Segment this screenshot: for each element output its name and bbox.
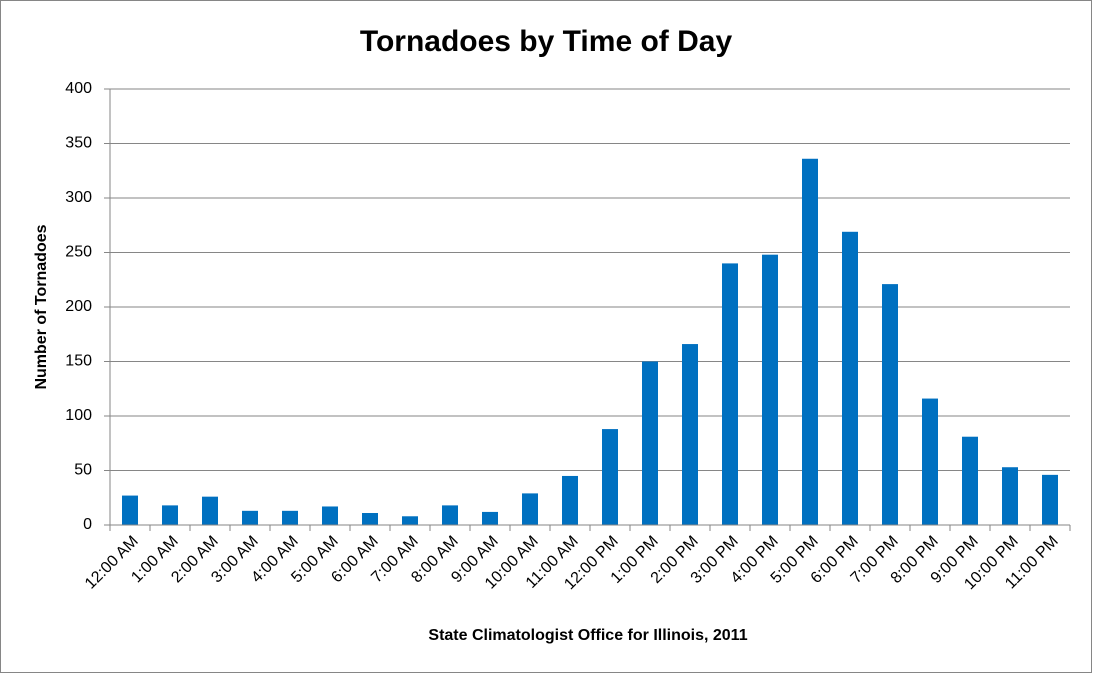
- bar: [282, 510, 298, 525]
- chart-title: Tornadoes by Time of Day: [360, 25, 733, 58]
- y-tick-label: 150: [65, 353, 92, 370]
- bar: [762, 254, 778, 525]
- bar: [1042, 474, 1058, 525]
- y-tick-label: 250: [65, 244, 92, 261]
- bar: [522, 493, 538, 525]
- bar: [962, 436, 978, 525]
- bar: [442, 505, 458, 525]
- y-tick-label: 350: [65, 135, 92, 152]
- y-axis-title: Number of Tornadoes: [33, 224, 50, 389]
- y-tick-label: 400: [65, 80, 92, 97]
- y-tick-label: 200: [65, 298, 92, 315]
- bar: [842, 231, 858, 526]
- bar: [682, 344, 698, 525]
- y-tick-label: 100: [65, 407, 92, 424]
- bar: [242, 510, 258, 525]
- bar: [922, 398, 938, 525]
- y-tick-label: 300: [65, 189, 92, 206]
- bar: [322, 506, 338, 525]
- bar: [162, 505, 178, 525]
- bar: [402, 516, 418, 525]
- y-tick-label: 50: [74, 462, 92, 479]
- bar: [882, 284, 898, 525]
- bar: [122, 495, 138, 525]
- bar: [482, 511, 498, 525]
- bar: [362, 513, 378, 525]
- bar: [802, 158, 818, 525]
- bar: [642, 361, 658, 525]
- bar: [562, 475, 578, 525]
- x-axis-title: State Climatologist Office for Illinois,…: [428, 627, 747, 644]
- bar: [1002, 467, 1018, 525]
- bar: [602, 429, 618, 525]
- y-tick-label: 0: [83, 516, 92, 533]
- bar: [722, 263, 738, 525]
- bar: [202, 496, 218, 525]
